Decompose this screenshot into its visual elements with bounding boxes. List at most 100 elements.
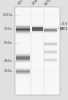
Bar xyxy=(44,30,57,31)
Bar xyxy=(44,34,57,35)
Bar xyxy=(44,50,57,51)
Bar xyxy=(32,33,43,34)
Bar xyxy=(16,76,30,77)
Bar xyxy=(32,30,43,31)
Bar xyxy=(32,27,43,28)
Bar xyxy=(16,62,30,63)
Bar xyxy=(44,48,57,49)
Text: 55kDa-: 55kDa- xyxy=(4,40,14,44)
Bar xyxy=(44,61,57,62)
Bar xyxy=(16,61,30,62)
Bar xyxy=(16,54,30,55)
Bar xyxy=(44,26,57,27)
Bar xyxy=(16,23,30,24)
Bar xyxy=(32,25,43,26)
Bar xyxy=(32,29,43,30)
Bar xyxy=(16,50,30,51)
Bar xyxy=(44,31,57,32)
Bar xyxy=(44,54,57,55)
Bar xyxy=(16,24,30,25)
Bar xyxy=(16,30,30,31)
Bar xyxy=(16,53,30,54)
Text: Sp2/0-Ag14: Sp2/0-Ag14 xyxy=(44,0,58,6)
Text: 75kDa-: 75kDa- xyxy=(4,26,14,30)
Bar xyxy=(16,67,30,68)
Bar xyxy=(16,25,30,26)
Bar xyxy=(44,58,57,59)
Bar xyxy=(32,24,43,25)
Bar xyxy=(44,55,57,56)
Bar xyxy=(16,33,30,34)
Bar xyxy=(16,71,30,72)
Text: 40kDa-: 40kDa- xyxy=(4,58,14,62)
Bar xyxy=(44,47,57,48)
Bar xyxy=(44,46,57,47)
Bar xyxy=(16,29,30,30)
Bar xyxy=(44,45,57,46)
Text: MCF7: MCF7 xyxy=(18,0,25,6)
Text: 35kDa-: 35kDa- xyxy=(4,68,14,72)
Bar xyxy=(44,57,57,58)
Bar xyxy=(16,59,30,60)
Bar xyxy=(16,70,30,71)
Bar xyxy=(16,64,30,65)
Bar xyxy=(44,42,57,43)
Text: : 0.5
}: : 0.5 } xyxy=(60,22,67,35)
Bar xyxy=(16,72,30,73)
Bar xyxy=(16,60,30,61)
Bar xyxy=(44,25,57,26)
Bar xyxy=(32,34,43,35)
Bar xyxy=(44,56,57,57)
Bar xyxy=(16,66,30,67)
Bar xyxy=(32,23,43,24)
Bar xyxy=(44,41,57,42)
Bar xyxy=(44,60,57,61)
Bar xyxy=(44,27,57,28)
Bar xyxy=(16,27,30,28)
Bar xyxy=(16,32,30,33)
Bar xyxy=(16,22,30,23)
Bar xyxy=(16,52,30,53)
Bar xyxy=(44,28,57,29)
Bar xyxy=(16,36,30,37)
Bar xyxy=(16,28,30,29)
Bar xyxy=(15,7,60,95)
Bar xyxy=(16,73,30,74)
Bar xyxy=(16,68,30,69)
Bar xyxy=(16,65,30,66)
Bar xyxy=(44,63,57,64)
Text: GAD1: GAD1 xyxy=(60,26,68,30)
Bar xyxy=(44,59,57,60)
Bar xyxy=(32,28,43,29)
Bar xyxy=(16,63,30,64)
Bar xyxy=(32,26,43,27)
Bar xyxy=(44,32,57,33)
Bar xyxy=(16,51,30,52)
Bar xyxy=(44,49,57,50)
Bar xyxy=(16,77,30,78)
Bar xyxy=(16,57,30,58)
Bar xyxy=(16,31,30,32)
Bar xyxy=(44,62,57,63)
Bar xyxy=(16,74,30,75)
Bar xyxy=(44,26,57,27)
Bar xyxy=(16,58,30,59)
Bar xyxy=(16,65,30,66)
Text: 100kDa-: 100kDa- xyxy=(2,12,14,16)
Bar xyxy=(16,75,30,76)
Bar xyxy=(16,55,30,56)
Bar xyxy=(44,53,57,54)
Bar xyxy=(16,69,30,70)
Bar xyxy=(44,40,57,41)
Bar xyxy=(44,33,57,34)
Bar xyxy=(44,44,57,45)
Bar xyxy=(44,43,57,44)
Text: Jurkat: Jurkat xyxy=(31,0,39,6)
Bar xyxy=(44,29,57,30)
Bar xyxy=(44,52,57,53)
Bar xyxy=(16,34,30,35)
Bar xyxy=(32,31,43,32)
Bar xyxy=(44,51,57,52)
Bar xyxy=(16,26,30,27)
Bar xyxy=(32,32,43,33)
